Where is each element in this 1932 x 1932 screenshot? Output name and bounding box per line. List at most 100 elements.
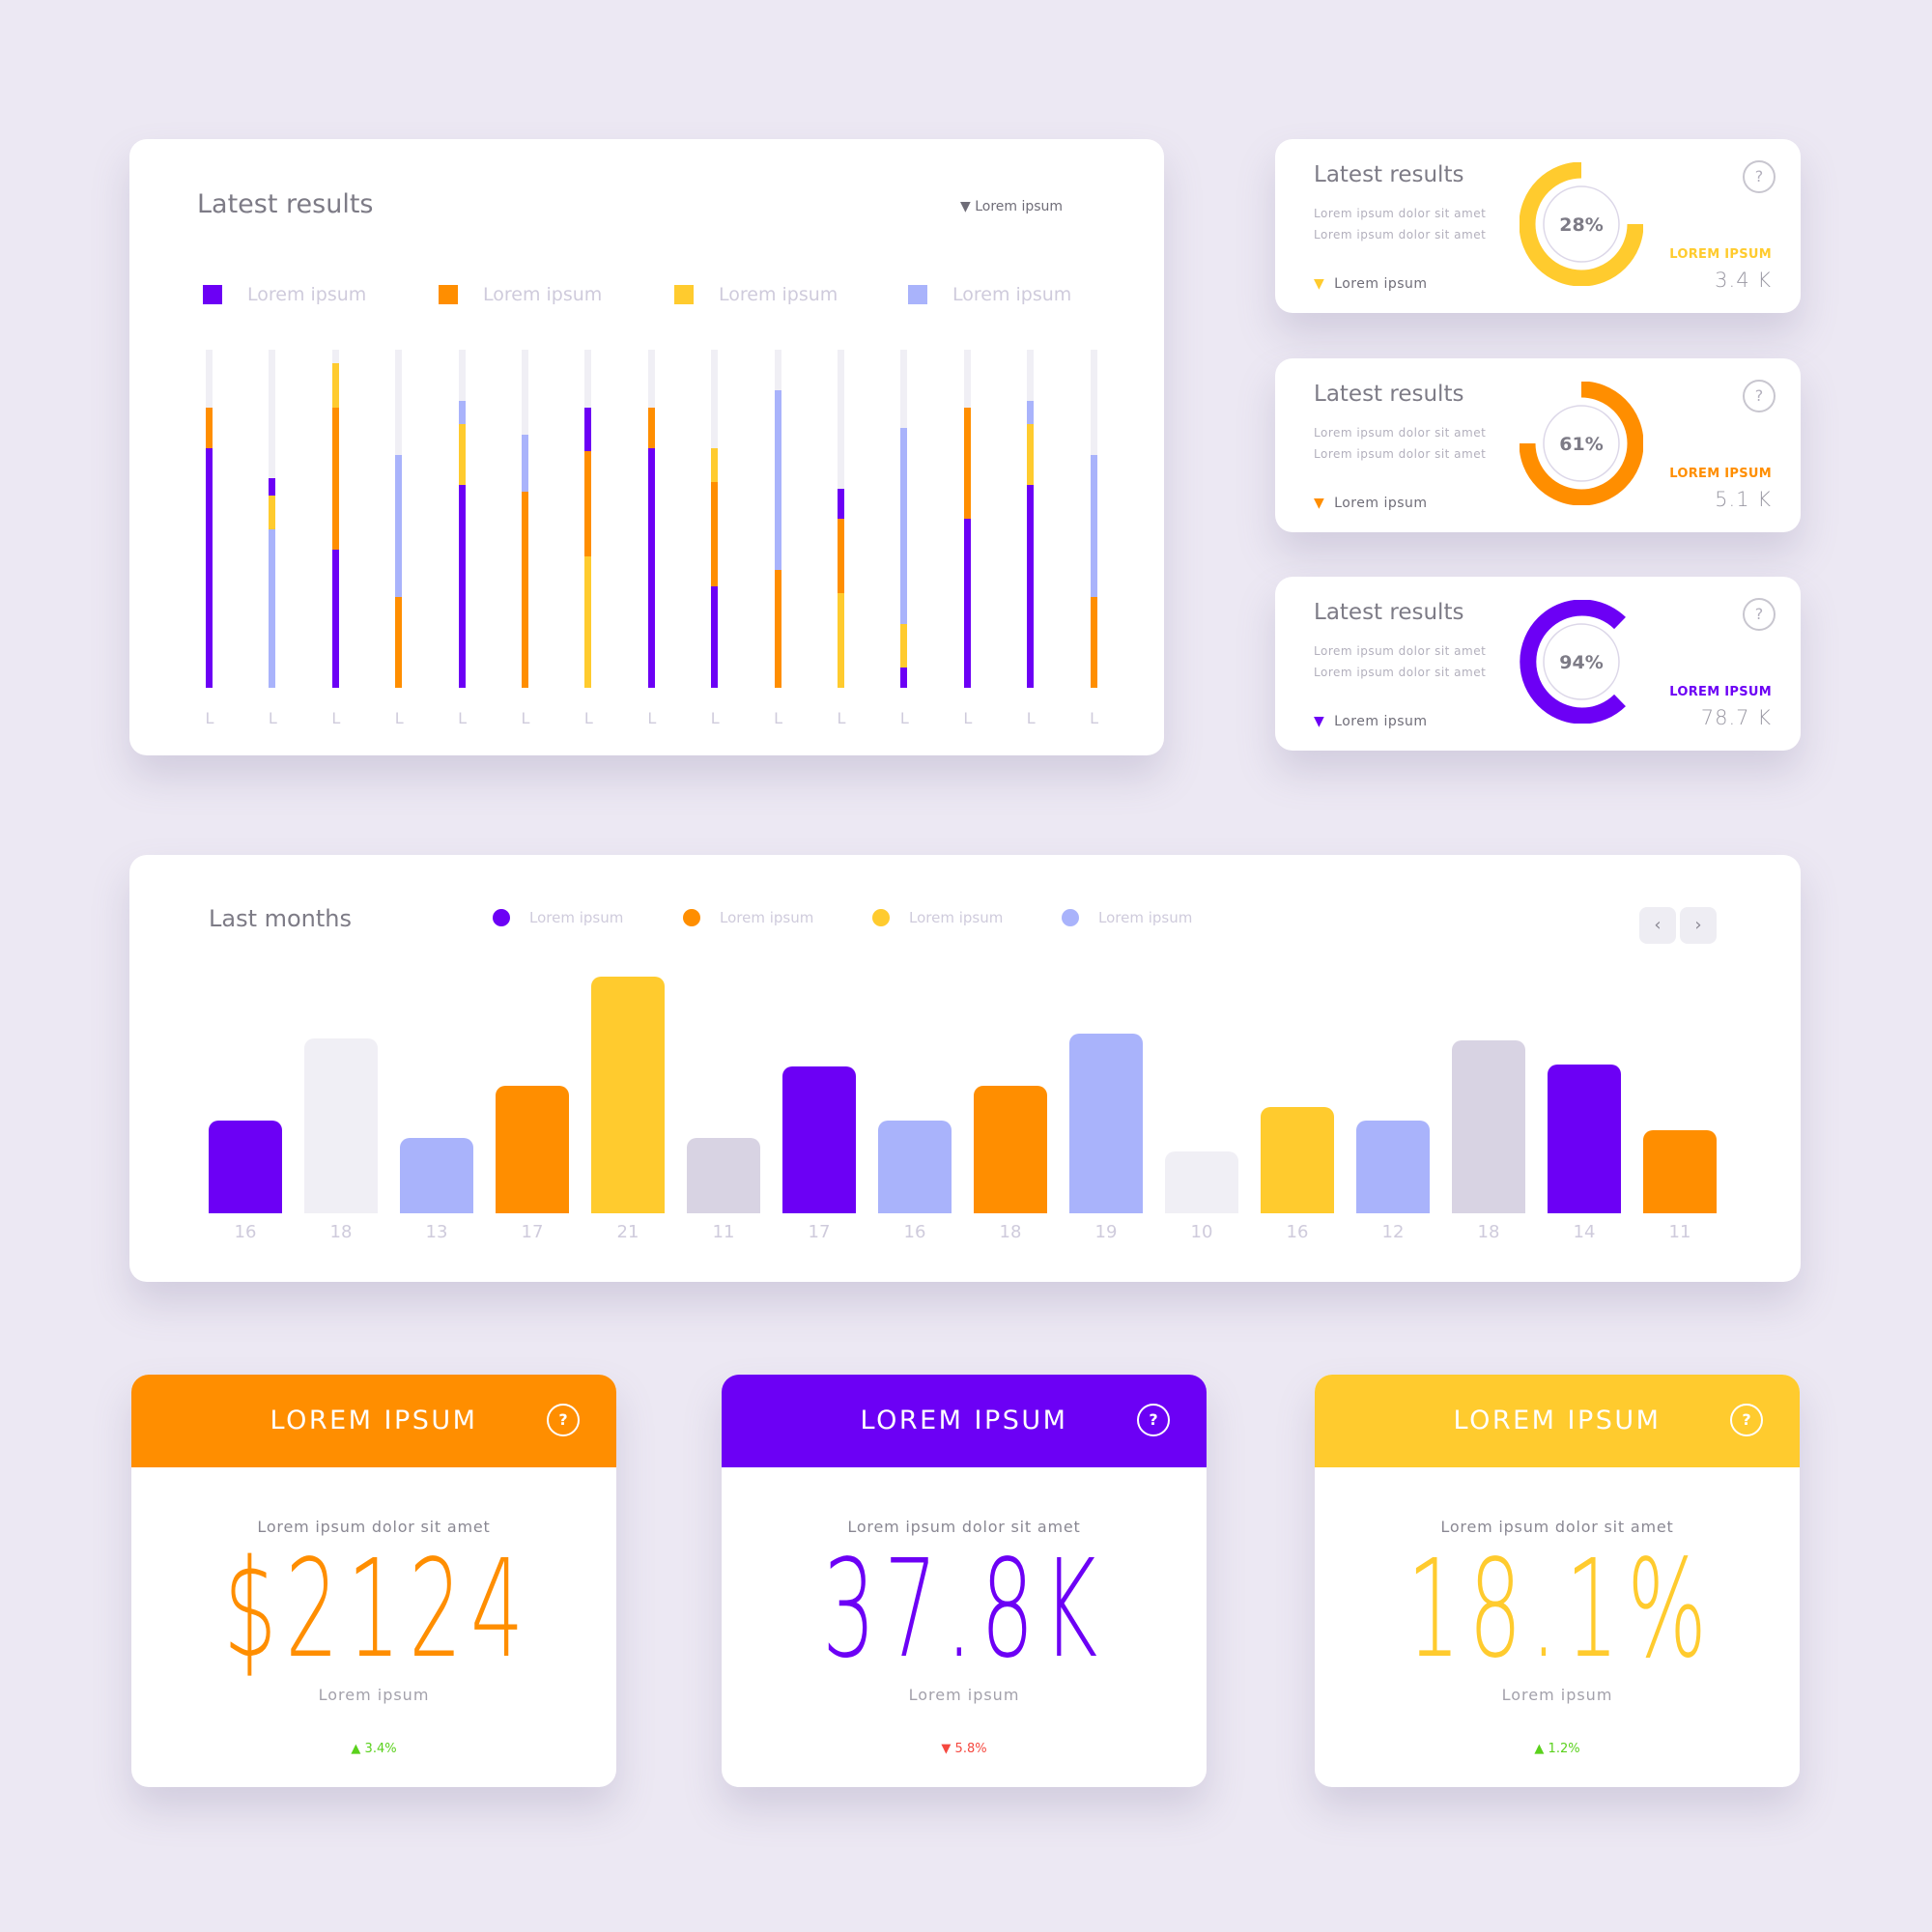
legend-dot [1062, 909, 1079, 926]
bar-segment-orange [206, 407, 213, 448]
bar-segment-purple [838, 488, 844, 519]
bar-segment-purple [458, 485, 466, 688]
legend-item: Lorem ipsum [493, 909, 623, 926]
x-tick-label: 12 [1381, 1222, 1405, 1242]
kpi-caption: Lorem ipsum [318, 1686, 430, 1704]
prev-button[interactable]: ‹ [1639, 907, 1676, 944]
x-tick-label: 17 [808, 1222, 831, 1242]
help-icon[interactable]: ? [1137, 1404, 1170, 1436]
bar [878, 1121, 952, 1213]
x-tick-label: 18 [999, 1222, 1022, 1242]
x-tick-label: 16 [1286, 1222, 1309, 1242]
x-tick-label: L [963, 709, 973, 727]
x-tick-label: 19 [1094, 1222, 1118, 1242]
metric-label: LOREM IPSUM [1669, 467, 1772, 481]
x-tick-label: 13 [425, 1222, 448, 1242]
bar-segment-yellow [900, 623, 908, 668]
kpi-change: ▼ 5.8% [941, 1742, 987, 1756]
x-tick-label: 11 [1668, 1222, 1691, 1242]
bar-segment-orange [331, 407, 339, 550]
card-description: Lorem ipsum dolor sit amet [1314, 447, 1487, 461]
donut-progress: 94% [1520, 600, 1626, 724]
bar-segment-purple [206, 447, 213, 688]
x-tick-label: 18 [1477, 1222, 1500, 1242]
bar-track [647, 350, 655, 688]
bar [496, 1085, 569, 1213]
x-tick-label: L [268, 709, 277, 727]
result-card: Latest results Lorem ipsum dolor sit ame… [1275, 358, 1801, 532]
bar [1356, 1121, 1430, 1213]
bar [1165, 1151, 1238, 1213]
donut-percent: 61% [1559, 434, 1603, 455]
card-dropdown[interactable]: ▼ Lorem ipsum [1314, 276, 1428, 292]
card-dropdown[interactable]: ▼ Lorem ipsum [1314, 496, 1428, 511]
x-tick-label: L [1026, 709, 1036, 727]
x-tick-label: 10 [1190, 1222, 1213, 1242]
x-tick-label: L [899, 709, 909, 727]
kpi-change: ▲ 1.2% [1534, 1742, 1580, 1756]
kpi-value: 18.1% [1406, 1531, 1716, 1689]
bar-segment-yellow [458, 424, 466, 485]
card-dropdown[interactable]: ▼ Lorem ipsum [1314, 714, 1428, 729]
bar-segment-orange [395, 596, 403, 688]
kpi-subtitle: Lorem ipsum dolor sit amet [847, 1518, 1081, 1536]
bar-segment-yellow [838, 593, 844, 688]
caret-down-icon: ▼ [1314, 714, 1335, 729]
card-description: Lorem ipsum dolor sit amet [1314, 644, 1487, 658]
bar [304, 1037, 378, 1213]
latest-results-chart-card: Latest results ▼ Lorem ipsum Lorem ipsum… [129, 139, 1164, 755]
x-tick-label: 17 [521, 1222, 544, 1242]
bar [591, 977, 665, 1213]
arrow-up-icon: ▲ [351, 1742, 365, 1756]
bar-track [331, 350, 339, 688]
bar [687, 1137, 760, 1213]
next-button[interactable]: › [1680, 907, 1717, 944]
filter-dropdown[interactable]: ▼ Lorem ipsum [960, 199, 1064, 214]
bar [1261, 1106, 1334, 1213]
result-card: Latest results Lorem ipsum dolor sit ame… [1275, 577, 1801, 751]
x-tick-label: L [710, 709, 720, 727]
result-card: Latest results Lorem ipsum dolor sit ame… [1275, 139, 1801, 313]
bar-segment-purple [584, 407, 592, 451]
donut-progress: 28% [1520, 162, 1643, 286]
metric-label: LOREM IPSUM [1669, 685, 1772, 699]
bar-segment-blue [458, 400, 466, 424]
x-tick-label: L [837, 709, 846, 727]
help-icon[interactable]: ? [1730, 1404, 1763, 1436]
bar-track [395, 350, 403, 688]
bar-track [774, 350, 781, 688]
bar-segment-orange [522, 492, 528, 688]
caret-down-icon: ▼ [1314, 496, 1335, 511]
legend-dot [683, 909, 700, 926]
card-description: Lorem ipsum dolor sit amet [1314, 207, 1487, 220]
help-icon[interactable]: ? [1743, 380, 1776, 412]
bar-segment-orange [647, 407, 655, 448]
x-tick-label: L [647, 709, 657, 727]
bar-track [711, 350, 719, 688]
card-description: Lorem ipsum dolor sit amet [1314, 426, 1487, 440]
donut-arc [1520, 382, 1643, 505]
help-icon[interactable]: ? [547, 1404, 580, 1436]
kpi-title: LOREM IPSUM [860, 1406, 1068, 1435]
metric-value: 78.7 K [1700, 706, 1772, 729]
legend-item: Lorem ipsum [439, 284, 602, 305]
card-description: Lorem ipsum dolor sit amet [1314, 228, 1487, 242]
bar-segment-blue [900, 427, 908, 624]
bar-segment-blue [395, 454, 403, 597]
kpi-value: 37.8K [822, 1531, 1106, 1689]
legend-swatch [203, 285, 222, 304]
help-icon[interactable]: ? [1743, 160, 1776, 193]
kpi-header: LOREM IPSUM ? [131, 1375, 616, 1467]
x-tick-label: L [583, 709, 593, 727]
kpi-subtitle: Lorem ipsum dolor sit amet [1440, 1518, 1674, 1536]
help-icon[interactable]: ? [1743, 598, 1776, 631]
bar-track [963, 350, 971, 688]
donut-inner-ring [1543, 405, 1620, 482]
donut-percent: 28% [1559, 214, 1603, 236]
card-title: Latest results [1314, 600, 1464, 625]
x-tick-label: L [394, 709, 404, 727]
bar-segment-blue [269, 528, 276, 688]
bar [1069, 1033, 1143, 1213]
kpi-caption: Lorem ipsum [1501, 1686, 1613, 1704]
x-tick-label: 21 [616, 1222, 639, 1242]
